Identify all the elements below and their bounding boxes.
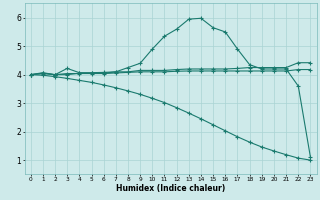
X-axis label: Humidex (Indice chaleur): Humidex (Indice chaleur): [116, 184, 225, 193]
